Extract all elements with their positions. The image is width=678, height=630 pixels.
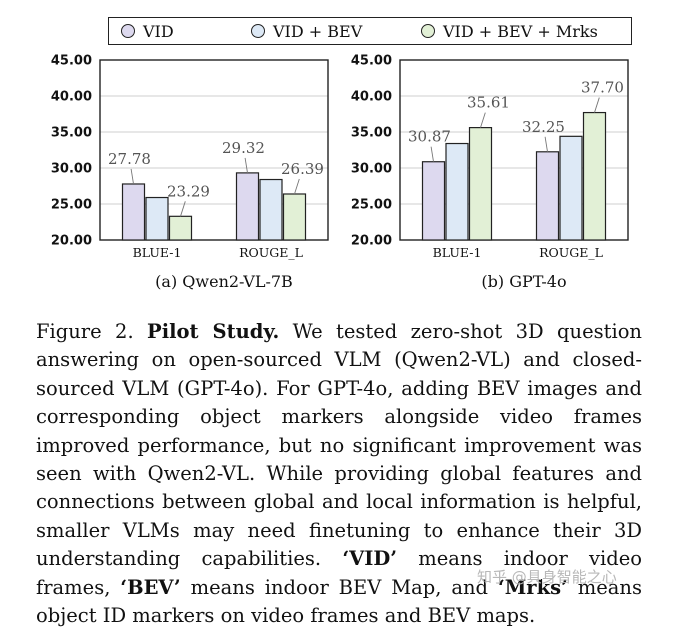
y-tick-label: 45.00 xyxy=(51,54,92,69)
caption-term-vid: ‘VID’ xyxy=(342,547,398,571)
data-label: 30.87 xyxy=(408,128,451,146)
legend-swatch-vid-bev xyxy=(251,24,265,38)
y-tick-label: 40.00 xyxy=(51,90,92,105)
y-tick-label: 30.00 xyxy=(51,162,92,177)
y-tick-label: 20.00 xyxy=(51,234,92,249)
x-category-label: BLUE-1 xyxy=(133,245,182,260)
caption-def-vid: means indoor video frames, xyxy=(36,547,642,599)
y-tick-label: 35.00 xyxy=(51,126,92,141)
x-category-label: BLUE-1 xyxy=(433,245,482,260)
caption-def-bev: means indoor BEV Map, and xyxy=(190,575,489,599)
data-label-leader xyxy=(244,157,248,173)
bar-rouge-l-vid-bev xyxy=(259,178,283,241)
y-tick-label: 45.00 xyxy=(351,54,392,69)
chart-subtitle-b: (b) GPT-4o xyxy=(481,272,566,291)
data-label-leader xyxy=(130,168,134,185)
y-tick-label: 35.00 xyxy=(351,126,392,141)
x-category-label: ROUGE_L xyxy=(539,245,603,260)
caption-label: Figure 2. xyxy=(36,320,134,343)
chart-gpt-4o: 20.00 25.00 30.00 35.00 40.00 45.00 BLUE-1 ROUG… xyxy=(351,54,629,291)
data-label-leader xyxy=(180,201,186,217)
data-label: 23.29 xyxy=(167,182,210,200)
legend-label-vid-bev-mrks: VID + BEV + Mrks xyxy=(443,21,598,41)
bar-blue-1-vid xyxy=(421,161,446,241)
data-label-leader xyxy=(594,97,600,113)
legend-item-vid-bev-mrks: VID + BEV + Mrks xyxy=(421,18,598,44)
data-label: 37.70 xyxy=(581,79,624,97)
legend-item-vid-bev: VID + BEV xyxy=(251,18,362,44)
legend-label-vid: VID xyxy=(143,21,174,41)
bar-rouge-l-vid xyxy=(235,172,260,241)
caption-heading: Pilot Study. xyxy=(147,320,280,343)
legend-swatch-vid-bev-mrks xyxy=(421,24,435,38)
data-label-leader xyxy=(544,136,548,152)
bar-rouge-l-vid-bev-mrks xyxy=(582,111,607,241)
chart-legend: VID VID + BEV VID + BEV + Mrks xyxy=(108,17,632,45)
watermark: 知乎 @具身智能之心 xyxy=(477,568,617,586)
bar-blue-1-vid-bev xyxy=(145,196,169,241)
bar-rouge-l-vid-bev-mrks xyxy=(282,193,307,241)
bar-blue-1-vid-bev-mrks xyxy=(468,127,493,241)
bar-blue-1-vid-bev-mrks xyxy=(168,215,193,241)
legend-label-vid-bev: VID + BEV xyxy=(273,21,363,41)
y-tick-label: 40.00 xyxy=(351,90,392,105)
data-label: 26.39 xyxy=(281,160,324,178)
chart-subtitle-a: (a) Qwen2-VL-7B xyxy=(155,272,293,291)
data-label: 27.78 xyxy=(108,150,151,168)
bar-rouge-l-vid-bev xyxy=(559,135,583,241)
data-label: 32.25 xyxy=(522,118,565,136)
data-label-leader xyxy=(480,112,486,128)
bar-blue-1-vid-bev xyxy=(445,142,469,241)
data-label: 35.61 xyxy=(467,94,510,112)
chart-qwen2-vl: 20.00 25.00 30.00 35.00 40.00 45.00 BLUE-1 ROUG… xyxy=(51,54,329,291)
x-category-label: ROUGE_L xyxy=(239,245,303,260)
bar-blue-1-vid xyxy=(121,183,146,241)
caption-body: We tested zero-shot 3D question answerin… xyxy=(36,320,642,571)
caption-term-mrks: ‘Mrks’ xyxy=(497,575,568,599)
y-tick-label: 25.00 xyxy=(51,198,92,213)
plot-frame xyxy=(399,59,629,241)
caption-term-bev: ‘BEV’ xyxy=(120,575,181,599)
plot-frame xyxy=(99,59,329,241)
bar-rouge-l-vid xyxy=(535,151,560,241)
y-tick-label: 20.00 xyxy=(351,234,392,249)
y-tick-label: 30.00 xyxy=(351,162,392,177)
legend-item-vid: VID xyxy=(121,18,174,44)
legend-swatch-vid xyxy=(121,24,135,38)
y-tick-label: 25.00 xyxy=(351,198,392,213)
data-label-leader xyxy=(294,178,300,195)
data-label-leader xyxy=(430,146,434,162)
data-label: 29.32 xyxy=(222,139,265,157)
